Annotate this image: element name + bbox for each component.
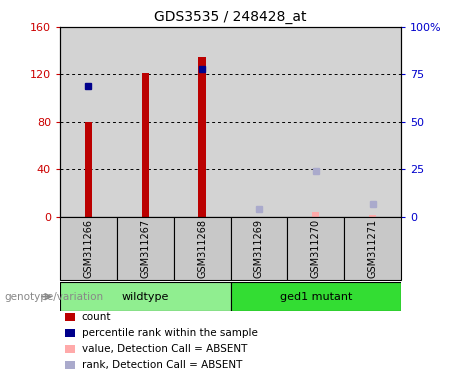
Bar	[142, 73, 149, 217]
Bar	[312, 212, 319, 217]
Text: wildtype: wildtype	[122, 291, 169, 302]
Bar	[369, 215, 376, 217]
Bar	[85, 122, 92, 217]
Bar	[60, 217, 117, 280]
Text: ged1 mutant: ged1 mutant	[280, 291, 352, 302]
Bar	[230, 217, 287, 280]
Text: GSM311268: GSM311268	[197, 219, 207, 278]
Text: GSM311269: GSM311269	[254, 219, 264, 278]
Text: GSM311267: GSM311267	[140, 219, 150, 278]
Text: value, Detection Call = ABSENT: value, Detection Call = ABSENT	[82, 344, 247, 354]
Text: count: count	[82, 312, 111, 322]
Text: GSM311271: GSM311271	[367, 219, 378, 278]
Text: genotype/variation: genotype/variation	[5, 291, 104, 302]
Title: GDS3535 / 248428_at: GDS3535 / 248428_at	[154, 10, 307, 25]
Bar	[60, 282, 230, 311]
Text: GSM311270: GSM311270	[311, 219, 321, 278]
Text: GSM311266: GSM311266	[83, 219, 94, 278]
Text: percentile rank within the sample: percentile rank within the sample	[82, 328, 258, 338]
Bar	[344, 217, 401, 280]
Text: rank, Detection Call = ABSENT: rank, Detection Call = ABSENT	[82, 360, 242, 370]
Bar	[198, 56, 206, 217]
Bar	[287, 217, 344, 280]
Bar	[117, 217, 174, 280]
Bar	[230, 282, 401, 311]
Bar	[174, 217, 230, 280]
